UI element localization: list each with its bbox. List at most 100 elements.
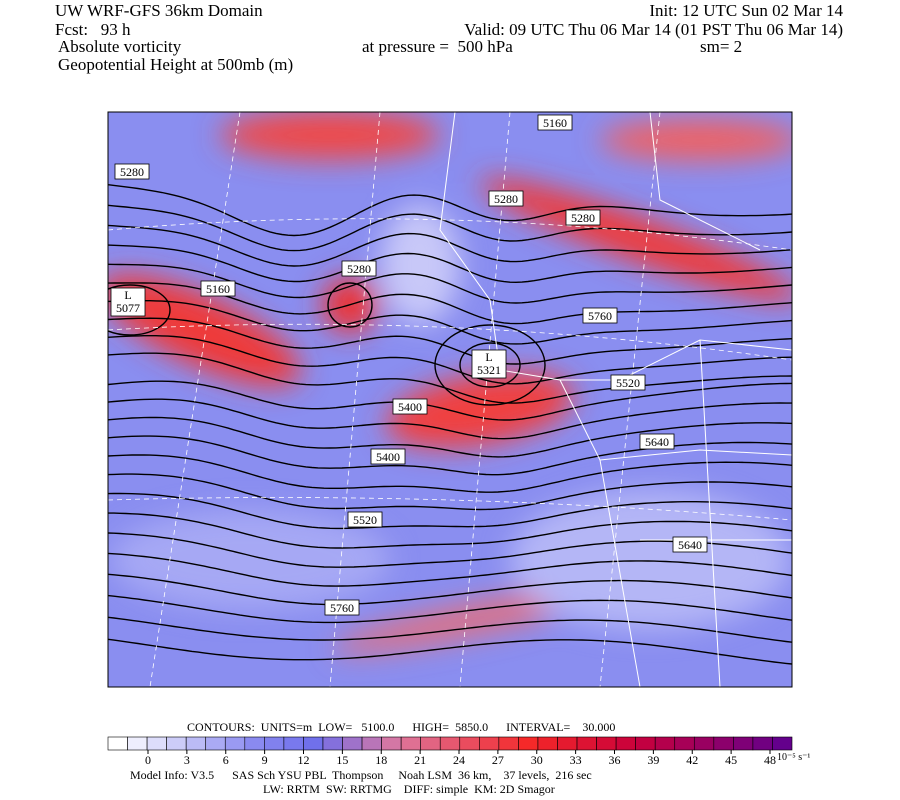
contour-label: 5280 [571, 211, 595, 225]
colorbar-tick-label: 39 [647, 753, 659, 767]
contour-line [108, 638, 792, 665]
colorbar: 0 3 6 9 12 15 18 21 24 27 30 33 36 39 42 45 48 10⁻⁵ s⁻¹ [107, 736, 810, 767]
colorbar-tick-label: 30 [531, 753, 543, 767]
contour-line [108, 573, 792, 606]
colorbar-swatch [224, 736, 246, 751]
map [108, 112, 792, 687]
contour-label: 5160 [206, 282, 230, 296]
label-box [488, 190, 524, 207]
contour-line [108, 552, 792, 587]
colorbar-swatch [381, 736, 402, 751]
contour-line [108, 300, 792, 345]
colorbar-swatch [264, 736, 285, 751]
colorbar-swatch [283, 736, 304, 751]
label-box [347, 511, 383, 528]
label-box [537, 114, 573, 131]
colorbar-tick-label: 0 [145, 753, 151, 767]
label-box [392, 398, 428, 415]
forecast-hour: Fcst: 93 h [55, 20, 131, 39]
label-box [341, 260, 377, 277]
field-name: Absolute vorticity [58, 37, 182, 56]
contour-line [108, 244, 792, 284]
contour-line [108, 512, 792, 549]
graticule [108, 112, 792, 687]
colorbar-swatch [635, 736, 656, 751]
contour-label: 5280 [120, 165, 144, 179]
title: UW WRF-GFS 36km Domain [55, 1, 263, 20]
colorbar-swatch [322, 736, 343, 751]
colorbar-swatch [733, 736, 754, 751]
colorbar-tick-label: 15 [336, 753, 348, 767]
boundaries [439, 112, 792, 687]
contour-label: 5520 [616, 376, 640, 390]
colorbar-swatch [361, 736, 382, 751]
colorbar-tick-label: 33 [570, 753, 582, 767]
colorbar-unit: 10⁻⁵ s⁻¹ [777, 752, 810, 763]
contour-line [108, 473, 792, 511]
label-box [200, 280, 236, 297]
colorbar-swatch [205, 736, 226, 751]
colorbar-swatch [674, 736, 695, 751]
contour-line [108, 335, 792, 385]
contour-line [108, 416, 792, 458]
contour-ring [459, 342, 521, 388]
low-symbol: L [485, 350, 492, 364]
colorbar-swatch [244, 736, 265, 751]
colorbar-swatch [400, 736, 421, 751]
colorbar-swatch [166, 736, 187, 751]
contour-label: 5280 [494, 192, 518, 206]
colorbar-swatch [342, 736, 363, 751]
label-box [582, 307, 618, 324]
contour-info: CONTOURS: UNITS=m LOW= 5100.0 HIGH= 5850… [187, 720, 615, 734]
colorbar-swatch [303, 736, 324, 751]
contour-label: 5280 [347, 262, 371, 276]
contour-line [108, 352, 792, 404]
colorbar-swatch [693, 736, 715, 751]
colorbar-swatch [772, 736, 793, 751]
contour-line [108, 492, 792, 530]
init-time: Init: 12 UTC Sun 02 Mar 14 [649, 1, 843, 20]
contour-field: Geopotential Height at 500mb (m) [58, 55, 293, 74]
label-box [639, 433, 675, 450]
colorbar-tick-label: 24 [453, 753, 465, 767]
colorbar-swatch [596, 736, 617, 751]
contour-label: 5760 [588, 309, 612, 323]
contour-label: 5400 [376, 450, 400, 464]
contour-ring [327, 282, 373, 328]
colorbar-swatch [518, 736, 539, 751]
contour-label: 5520 [353, 513, 377, 527]
colorbar-swatch [185, 736, 207, 751]
colorbar-tick-label: 48 [764, 753, 776, 767]
contour-label: 5640 [678, 538, 702, 552]
label-box [324, 599, 360, 616]
colorbar-tick-label: 12 [298, 753, 310, 767]
contour-label: 5640 [645, 435, 669, 449]
pressure-level: at pressure = 500 hPa [362, 37, 513, 56]
colorbar-swatch [127, 736, 148, 751]
label-box [610, 374, 646, 391]
label-box [114, 163, 150, 180]
smoothing: sm= 2 [700, 37, 742, 56]
colorbar-tick-label: 3 [184, 753, 190, 767]
label-box [370, 448, 406, 465]
low-value: 5077 [116, 301, 140, 315]
colorbar-tick-label: 9 [262, 753, 268, 767]
colorbar-swatch [537, 736, 558, 751]
colorbar-swatch [107, 736, 128, 751]
contour-ring [108, 284, 171, 336]
contour-line [108, 454, 792, 493]
colorbar-tick-label: 45 [725, 753, 737, 767]
label-box [565, 209, 601, 226]
contour-line [108, 380, 792, 421]
label-box [672, 536, 708, 553]
colorbar-swatch [615, 736, 636, 751]
low-symbol: L [124, 288, 131, 302]
colorbar-swatch [459, 736, 480, 751]
contour-label: 5760 [330, 601, 354, 615]
colorbar-tick-label: 42 [686, 753, 698, 767]
contour-ring [434, 324, 546, 406]
contour-line [108, 398, 792, 440]
colorbar-swatch [713, 736, 734, 751]
physics-info: LW: RRTM SW: RRTMG DIFF: simple KM: 2D S… [263, 782, 555, 796]
